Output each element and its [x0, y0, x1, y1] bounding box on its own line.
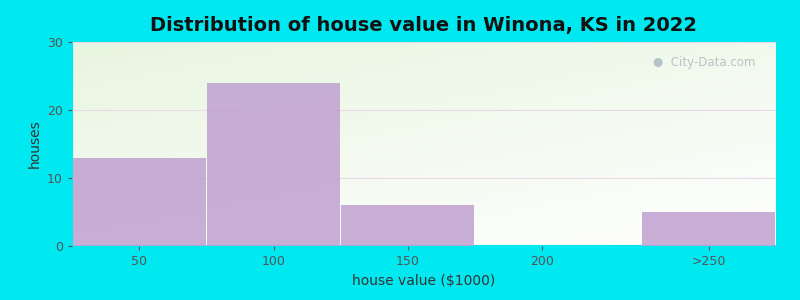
Text: ●  City-Data.com: ● City-Data.com [653, 56, 755, 69]
Title: Distribution of house value in Winona, KS in 2022: Distribution of house value in Winona, K… [150, 16, 698, 35]
X-axis label: house value ($1000): house value ($1000) [352, 274, 496, 288]
Bar [73, 158, 206, 246]
Bar [342, 205, 474, 246]
Bar [642, 212, 775, 246]
Bar [207, 83, 340, 246]
Y-axis label: houses: houses [27, 120, 42, 168]
